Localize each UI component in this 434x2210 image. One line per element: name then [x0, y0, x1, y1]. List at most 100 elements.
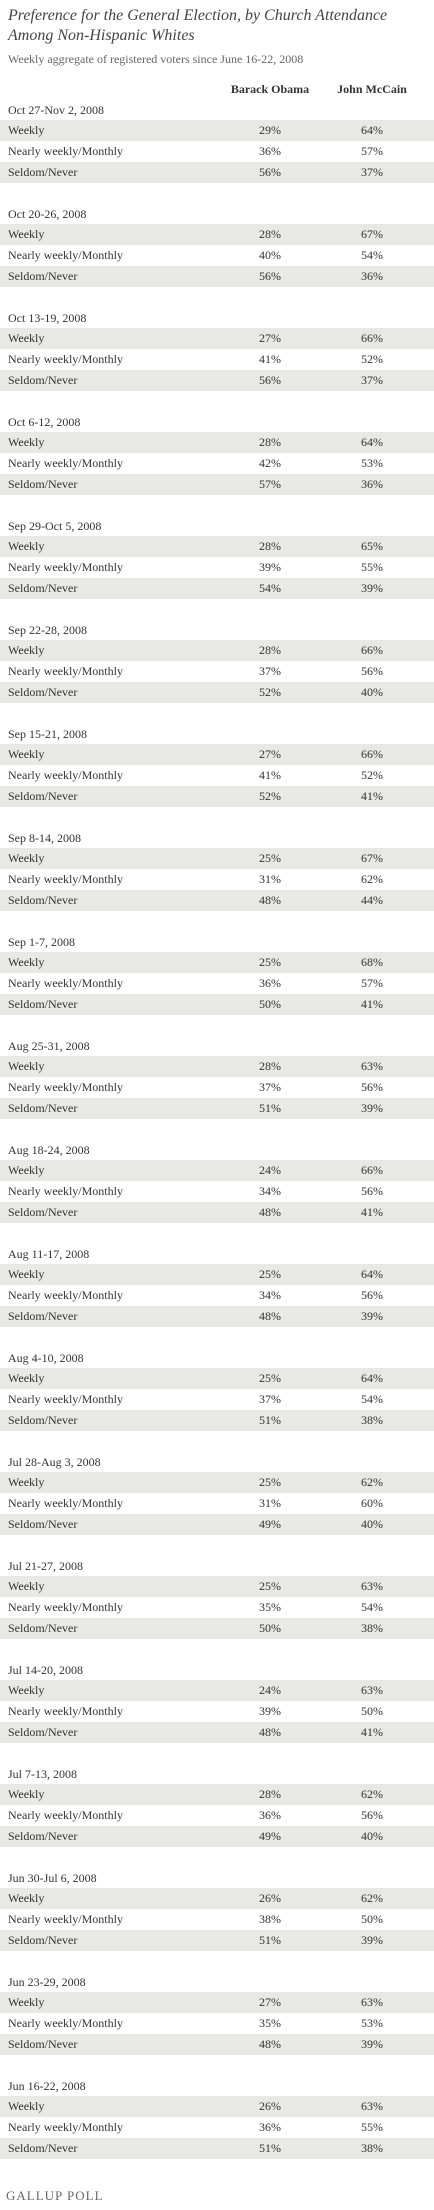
- row-label: Nearly weekly/Monthly: [8, 1600, 123, 1614]
- mccain-value: 50%: [361, 1704, 383, 1718]
- obama-value: 35%: [259, 1600, 281, 1614]
- spacer: [0, 703, 434, 722]
- period-row: Jul 7-13, 2008: [0, 1762, 434, 1784]
- row-label: Seldom/Never: [8, 2141, 78, 2155]
- period-row: Oct 20-26, 2008: [0, 202, 434, 224]
- mccain-value: 66%: [361, 747, 383, 761]
- obama-value: 25%: [259, 851, 281, 865]
- row-label: Seldom/Never: [8, 373, 78, 387]
- table-row: Weekly 25% 64%: [0, 1368, 434, 1389]
- obama-value: 26%: [259, 2099, 281, 2113]
- table-row: Weekly 27% 66%: [0, 328, 434, 349]
- mccain-value: 64%: [361, 1371, 383, 1385]
- mccain-value: 56%: [361, 1288, 383, 1302]
- period-label: Jun 30-Jul 6, 2008: [8, 1871, 97, 1885]
- obama-value: 39%: [259, 1704, 281, 1718]
- period-label: Jul 21-27, 2008: [8, 1559, 83, 1573]
- table: Oct 27-Nov 2, 2008 Weekly 29% 64% Nearly wee…: [0, 98, 434, 2159]
- row-label: Seldom/Never: [8, 1101, 78, 1115]
- spacer: [0, 183, 434, 202]
- spacer: [0, 287, 434, 306]
- obama-value: 31%: [259, 872, 281, 886]
- mccain-value: 63%: [361, 1995, 383, 2009]
- table-row: Weekly 28% 64%: [0, 432, 434, 453]
- mccain-value: 66%: [361, 643, 383, 657]
- table-row: Nearly weekly/Monthly 42% 53%: [0, 453, 434, 474]
- table-row: Nearly weekly/Monthly 37% 56%: [0, 1077, 434, 1098]
- obama-value: 28%: [259, 643, 281, 657]
- title: Preference for the General Election, by …: [8, 7, 388, 44]
- period-row: Jul 21-27, 2008: [0, 1554, 434, 1576]
- period-label: Jul 14-20, 2008: [8, 1663, 83, 1677]
- row-label: Seldom/Never: [8, 1413, 78, 1427]
- mccain-value: 62%: [361, 1475, 383, 1489]
- spacer: [0, 391, 434, 410]
- obama-value: 25%: [259, 955, 281, 969]
- mccain-value: 54%: [361, 248, 383, 262]
- obama-value: 52%: [259, 789, 281, 803]
- spacer: [0, 1431, 434, 1450]
- obama-value: 48%: [259, 1205, 281, 1219]
- mccain-value: 41%: [361, 789, 383, 803]
- table-row: Seldom/Never 49% 40%: [0, 1826, 434, 1847]
- row-label: Weekly: [8, 955, 45, 969]
- row-label: Nearly weekly/Monthly: [8, 1704, 123, 1718]
- period-row: Aug 4-10, 2008: [0, 1346, 434, 1368]
- row-label: Nearly weekly/Monthly: [8, 1912, 123, 1926]
- row-label: Nearly weekly/Monthly: [8, 560, 123, 574]
- period-row: Sep 8-14, 2008: [0, 826, 434, 848]
- table-row: Weekly 25% 64%: [0, 1264, 434, 1285]
- table-row: Weekly 24% 66%: [0, 1160, 434, 1181]
- period-label: Jun 16-22, 2008: [8, 2079, 86, 2093]
- mccain-value: 64%: [361, 435, 383, 449]
- mccain-value: 55%: [361, 2120, 383, 2134]
- obama-value: 49%: [259, 1829, 281, 1843]
- row-label: Weekly: [8, 2099, 45, 2113]
- mccain-value: 40%: [361, 685, 383, 699]
- row-label: Weekly: [8, 851, 45, 865]
- spacer: [0, 495, 434, 514]
- row-label: Nearly weekly/Monthly: [8, 456, 123, 470]
- obama-value: 34%: [259, 1288, 281, 1302]
- spacer: [0, 1847, 434, 1866]
- period-label: Jun 23-29, 2008: [8, 1975, 86, 1989]
- table-row: Seldom/Never 48% 44%: [0, 890, 434, 911]
- row-label: Nearly weekly/Monthly: [8, 872, 123, 886]
- mccain-value: 56%: [361, 664, 383, 678]
- obama-value: 37%: [259, 1392, 281, 1406]
- row-label: Seldom/Never: [8, 477, 78, 491]
- row-label: Seldom/Never: [8, 1309, 78, 1323]
- row-label: Nearly weekly/Monthly: [8, 2016, 123, 2030]
- column-name: Barack Obama: [230, 82, 310, 96]
- mccain-value: 44%: [361, 893, 383, 907]
- obama-value: 29%: [259, 123, 281, 137]
- mccain-value: 62%: [361, 1787, 383, 1801]
- obama-value: 37%: [259, 664, 281, 678]
- obama-value: 56%: [259, 373, 281, 387]
- period-row: Jun 16-22, 2008: [0, 2074, 434, 2096]
- spacer: [0, 1015, 434, 1034]
- mccain-value: 53%: [361, 456, 383, 470]
- period-row: Jun 23-29, 2008: [0, 1970, 434, 1992]
- row-label: Seldom/Never: [8, 2037, 78, 2051]
- row-label: Nearly weekly/Monthly: [8, 976, 123, 990]
- row-label: Nearly weekly/Monthly: [8, 1808, 123, 1822]
- mccain-value: 38%: [361, 2141, 383, 2155]
- period-label: Oct 13-19, 2008: [8, 311, 87, 325]
- row-label: Seldom/Never: [8, 1829, 78, 1843]
- mccain-value: 56%: [361, 1080, 383, 1094]
- table-row: Nearly weekly/Monthly 35% 53%: [0, 2013, 434, 2034]
- table-row: Weekly 25% 63%: [0, 1576, 434, 1597]
- obama-value: 25%: [259, 1579, 281, 1593]
- table-row: Seldom/Never 57% 36%: [0, 474, 434, 495]
- mccain-value: 39%: [361, 1101, 383, 1115]
- row-label: Weekly: [8, 1475, 45, 1489]
- mccain-value: 68%: [361, 955, 383, 969]
- spacer: [0, 599, 434, 618]
- period-label: Jul 28-Aug 3, 2008: [8, 1455, 101, 1469]
- period-row: Oct 27-Nov 2, 2008: [0, 98, 434, 120]
- obama-value: 28%: [259, 435, 281, 449]
- obama-value: 49%: [259, 1517, 281, 1531]
- obama-value: 56%: [259, 269, 281, 283]
- table-row: Seldom/Never 50% 38%: [0, 1618, 434, 1639]
